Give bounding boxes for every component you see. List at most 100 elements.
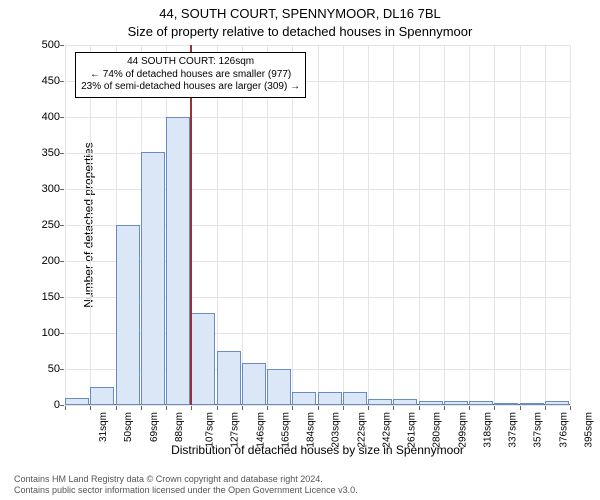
histogram-bar <box>419 401 443 405</box>
ytick-label: 200 <box>42 255 60 267</box>
xtick-label: 222sqm <box>356 412 367 448</box>
histogram-bar <box>242 363 266 405</box>
xtick-mark <box>292 406 293 410</box>
gridline-vertical <box>343 45 344 405</box>
histogram-bar <box>444 401 468 405</box>
gridline-vertical <box>368 45 369 405</box>
xtick-mark <box>545 406 546 410</box>
ytick-mark <box>60 189 64 190</box>
ytick-mark <box>60 369 64 370</box>
xtick-mark <box>318 406 319 410</box>
ytick-label: 450 <box>42 75 60 87</box>
xtick-label: 146sqm <box>255 412 266 448</box>
xtick-mark <box>419 406 420 410</box>
histogram-bar <box>494 403 518 405</box>
xtick-mark <box>368 406 369 410</box>
xtick-mark <box>65 406 66 410</box>
gridline-vertical <box>520 45 521 405</box>
xtick-label: 261sqm <box>407 412 418 448</box>
chart-title-address: 44, SOUTH COURT, SPENNYMOOR, DL16 7BL <box>0 6 600 21</box>
xtick-label: 165sqm <box>280 412 291 448</box>
plot-area: 44 SOUTH COURT: 126sqm← 74% of detached … <box>65 45 570 405</box>
gridline-vertical <box>318 45 319 405</box>
xtick-label: 395sqm <box>583 412 594 448</box>
xtick-label: 318sqm <box>482 412 493 448</box>
xtick-label: 50sqm <box>123 412 134 442</box>
histogram-bar <box>116 225 140 405</box>
reference-marker-line <box>190 45 192 405</box>
xtick-label: 127sqm <box>230 412 241 448</box>
ytick-mark <box>60 225 64 226</box>
gridline-vertical <box>292 45 293 405</box>
ytick-label: 300 <box>42 183 60 195</box>
chart-title-description: Size of property relative to detached ho… <box>0 24 600 39</box>
annotation-box: 44 SOUTH COURT: 126sqm← 74% of detached … <box>75 52 306 98</box>
ytick-label: 150 <box>42 291 60 303</box>
ytick-mark <box>60 45 64 46</box>
xtick-mark <box>494 406 495 410</box>
xtick-mark <box>520 406 521 410</box>
x-axis-label: Distribution of detached houses by size … <box>65 443 570 457</box>
histogram-bar <box>65 398 89 405</box>
xtick-label: 184sqm <box>306 412 317 448</box>
xtick-label: 88sqm <box>174 412 185 442</box>
xtick-mark <box>116 406 117 410</box>
xtick-mark <box>217 406 218 410</box>
xtick-label: 203sqm <box>331 412 342 448</box>
ytick-label: 0 <box>54 399 60 411</box>
xtick-mark <box>469 406 470 410</box>
gridline-vertical <box>444 45 445 405</box>
ytick-mark <box>60 81 64 82</box>
annotation-line1: 44 SOUTH COURT: 126sqm <box>81 56 300 69</box>
ytick-label: 250 <box>42 219 60 231</box>
xtick-label: 242sqm <box>381 412 392 448</box>
ytick-mark <box>60 333 64 334</box>
ytick-label: 400 <box>42 111 60 123</box>
xtick-mark <box>242 406 243 410</box>
histogram-bar <box>166 117 190 405</box>
xtick-mark <box>166 406 167 410</box>
xtick-label: 299sqm <box>457 412 468 448</box>
xtick-label: 280sqm <box>432 412 443 448</box>
ytick-mark <box>60 153 64 154</box>
ytick-label: 350 <box>42 147 60 159</box>
histogram-bar <box>393 399 417 405</box>
histogram-bar <box>292 392 316 405</box>
footer-attribution: Contains HM Land Registry data © Crown c… <box>14 474 358 496</box>
xtick-label: 376sqm <box>558 412 569 448</box>
xtick-mark <box>444 406 445 410</box>
xtick-mark <box>141 406 142 410</box>
ytick-label: 100 <box>42 327 60 339</box>
histogram-bar <box>141 152 165 405</box>
ytick-label: 500 <box>42 39 60 51</box>
gridline-vertical <box>242 45 243 405</box>
xtick-label: 31sqm <box>98 412 109 442</box>
annotation-line3: 23% of semi-detached houses are larger (… <box>81 81 300 94</box>
histogram-bar <box>545 401 569 405</box>
histogram-bar <box>191 313 215 405</box>
gridline-vertical <box>570 45 571 405</box>
gridline-vertical <box>419 45 420 405</box>
xtick-label: 107sqm <box>205 412 216 448</box>
xtick-mark <box>191 406 192 410</box>
histogram-bar <box>90 387 114 405</box>
histogram-bar <box>267 369 291 405</box>
gridline-vertical <box>469 45 470 405</box>
histogram-bar <box>520 403 544 405</box>
histogram-bar <box>343 392 367 405</box>
footer-line1: Contains HM Land Registry data © Crown c… <box>14 474 358 485</box>
xtick-mark <box>267 406 268 410</box>
annotation-line2: ← 74% of detached houses are smaller (97… <box>81 69 300 82</box>
ytick-mark <box>60 261 64 262</box>
xtick-mark <box>570 406 571 410</box>
ytick-mark <box>60 297 64 298</box>
xtick-label: 357sqm <box>533 412 544 448</box>
gridline-vertical <box>545 45 546 405</box>
gridline-vertical <box>494 45 495 405</box>
xtick-label: 337sqm <box>508 412 519 448</box>
ytick-mark <box>60 117 64 118</box>
histogram-bar <box>368 399 392 405</box>
gridline-vertical <box>90 45 91 405</box>
xtick-label: 69sqm <box>149 412 160 442</box>
gridline-vertical <box>267 45 268 405</box>
